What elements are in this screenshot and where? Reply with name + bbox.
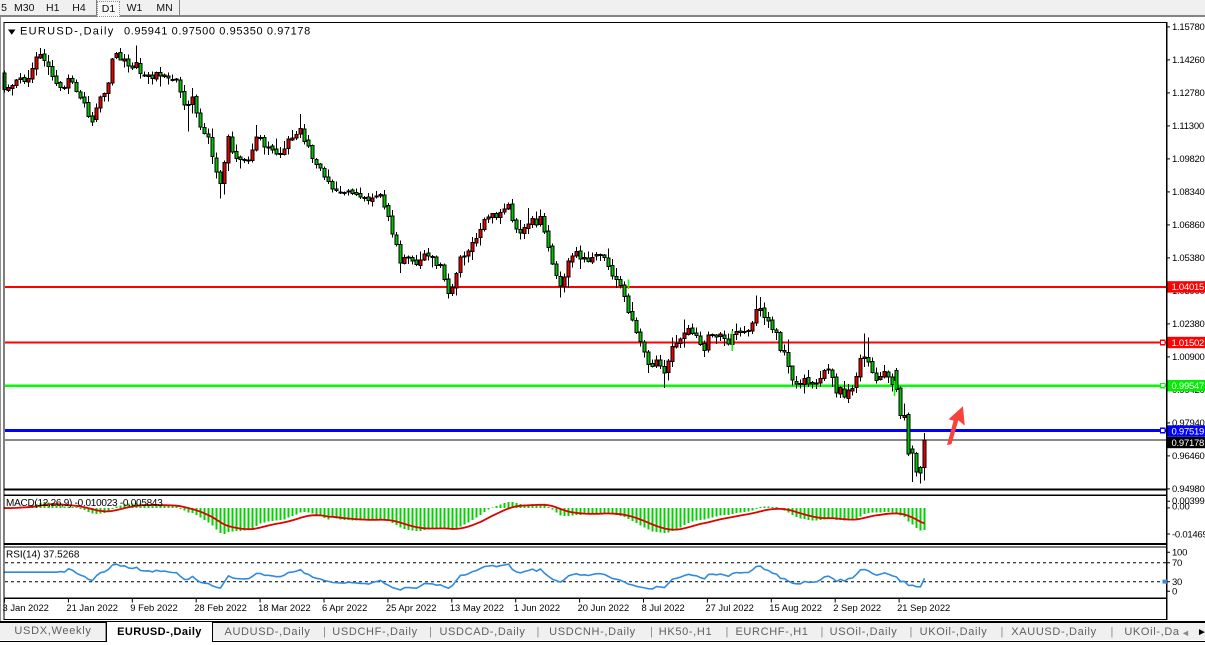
svg-text:1.05380: 1.05380 [1172,253,1205,264]
svg-text:RSI(14) 37.5268: RSI(14) 37.5268 [6,550,80,561]
svg-text:1.00900: 1.00900 [1172,352,1205,363]
svg-text:0.95941 0.97500 0.95350 0.9717: 0.95941 0.97500 0.95350 0.97178 [124,26,311,38]
svg-text:18 Mar 2022: 18 Mar 2022 [258,602,311,613]
svg-text:-0.01469: -0.01469 [1172,529,1205,540]
svg-text:0.99547: 0.99547 [1172,381,1205,392]
svg-text:0.00: 0.00 [1172,502,1190,513]
svg-text:1.12780: 1.12780 [1172,88,1205,99]
svg-text:0.94980: 0.94980 [1172,484,1205,495]
svg-text:EURUSD-,Daily: EURUSD-,Daily [20,26,115,38]
svg-text:2 Sep 2022: 2 Sep 2022 [833,602,881,613]
svg-text:21 Jan 2022: 21 Jan 2022 [66,602,118,613]
svg-text:13 May 2022: 13 May 2022 [450,602,504,613]
svg-text:1.11300: 1.11300 [1172,121,1204,132]
svg-text:21 Sep 2022: 21 Sep 2022 [897,602,950,613]
svg-text:3 Jan 2022: 3 Jan 2022 [3,602,49,613]
svg-text:1.08340: 1.08340 [1172,187,1205,198]
svg-text:25 Apr 2022: 25 Apr 2022 [386,602,437,613]
svg-text:1.01502: 1.01502 [1172,338,1205,349]
svg-text:0: 0 [1172,587,1177,598]
svg-text:27 Jul 2022: 27 Jul 2022 [705,602,753,613]
svg-text:0.97178: 0.97178 [1172,438,1205,449]
svg-text:1.06860: 1.06860 [1172,220,1205,231]
svg-text:70: 70 [1172,558,1182,569]
svg-text:6 Apr 2022: 6 Apr 2022 [322,602,367,613]
svg-text:MACD(12,26,9) -0.010023 -0.005: MACD(12,26,9) -0.010023 -0.005843 [6,498,163,509]
svg-text:1.09820: 1.09820 [1172,154,1205,165]
svg-text:0.96460: 0.96460 [1172,451,1205,462]
svg-text:8 Jul 2022: 8 Jul 2022 [642,602,685,613]
svg-text:1.15780: 1.15780 [1172,22,1205,33]
svg-text:0.97519: 0.97519 [1172,426,1205,437]
svg-text:9 Feb 2022: 9 Feb 2022 [130,602,177,613]
svg-text:1.02380: 1.02380 [1172,319,1205,330]
svg-text:1.14260: 1.14260 [1172,55,1205,66]
svg-text:15 Aug 2022: 15 Aug 2022 [769,602,822,613]
svg-text:28 Feb 2022: 28 Feb 2022 [194,602,247,613]
svg-text:1 Jun 2022: 1 Jun 2022 [514,602,560,613]
svg-text:20 Jun 2022: 20 Jun 2022 [578,602,630,613]
svg-text:1.04015: 1.04015 [1172,282,1205,293]
svg-text:100: 100 [1172,548,1187,559]
